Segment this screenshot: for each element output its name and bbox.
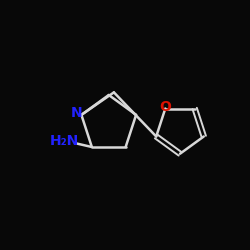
Text: O: O [159, 100, 171, 114]
Text: N: N [71, 106, 83, 120]
Text: H₂N: H₂N [50, 134, 79, 148]
